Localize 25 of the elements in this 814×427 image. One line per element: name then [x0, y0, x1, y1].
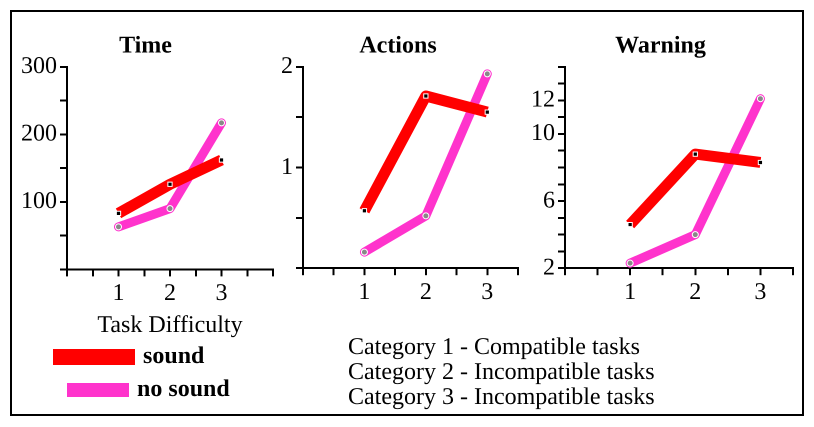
x-tick-label: 1	[112, 280, 124, 306]
chart-title: Warning	[615, 32, 706, 59]
text: Category 1 - Compatible tasks	[348, 334, 641, 360]
x-tick-label: 2	[164, 280, 176, 306]
y-tick-label: 300	[21, 53, 57, 80]
chart-title: Actions	[359, 32, 437, 59]
y-tick-label: 12	[531, 86, 555, 113]
x-tick-label: 2	[420, 278, 432, 305]
y-tick-label: 10	[531, 120, 555, 146]
y-tick-label: 6	[543, 187, 555, 214]
x-axis-title: Task Difficulty	[97, 312, 243, 338]
x-tick-label: 1	[624, 278, 636, 305]
chart-title: Time	[119, 32, 172, 59]
legend-label: sound	[143, 343, 204, 370]
y-tick-label: 200	[21, 120, 57, 147]
x-tick-label: 3	[481, 278, 494, 305]
legend-label: no sound	[137, 376, 230, 403]
x-tick-label: 3	[216, 280, 228, 306]
text: Category 3 - Incompatible tasks	[348, 384, 655, 410]
x-tick-label: 2	[689, 278, 702, 305]
y-tick-label: 2	[543, 254, 555, 280]
text: Category 2 - Incompatible tasks	[348, 359, 655, 385]
x-tick-label: 1	[358, 278, 370, 305]
x-tick-label: 3	[754, 278, 766, 305]
y-tick-label: 100	[21, 188, 57, 214]
